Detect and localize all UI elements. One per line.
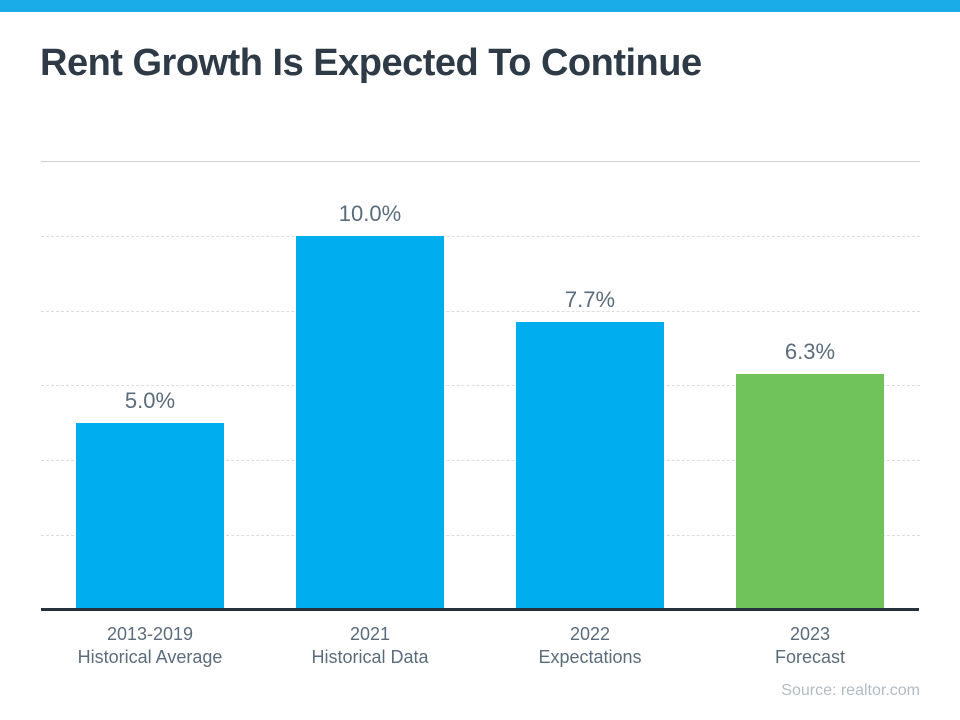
bar-2013-2019 — [76, 422, 224, 610]
bar-value-label: 6.3% — [784, 339, 836, 365]
x-axis-category-line: 2022 — [569, 624, 611, 644]
x-axis-line — [41, 608, 919, 611]
gridline — [41, 535, 920, 537]
x-axis-category-label: 2022 Expectations — [480, 623, 700, 669]
x-axis-category-line: 2013-2019 — [106, 624, 194, 644]
top-accent-bar — [0, 0, 960, 12]
gridline — [41, 160, 920, 162]
x-axis-category-line: Forecast — [774, 647, 846, 667]
x-axis-category-line: Expectations — [538, 647, 642, 667]
source-note: Source: realtor.com — [781, 682, 920, 699]
x-axis-category-line: Historical Data — [311, 647, 429, 667]
bar-2023 — [736, 374, 884, 610]
gridline — [41, 310, 920, 312]
page-title: Rent Growth Is Expected To Continue — [40, 42, 702, 84]
x-axis-category-label: 2021 Historical Data — [260, 623, 480, 669]
bar-value-label: 10.0% — [338, 200, 402, 226]
bar-2021 — [296, 235, 444, 610]
x-axis-category-line: 2021 — [349, 624, 391, 644]
x-axis-category-line: 2023 — [789, 624, 831, 644]
bar-value-label: 5.0% — [124, 387, 176, 413]
x-axis-category-label: 2023 Forecast — [700, 623, 920, 669]
gridline — [41, 460, 920, 462]
bar-value-label: 7.7% — [564, 286, 616, 312]
gridline — [41, 385, 920, 387]
x-axis-category-line: Historical Average — [77, 647, 223, 667]
bar-2022 — [516, 321, 664, 610]
gridline — [41, 235, 920, 237]
x-axis-category-label: 2013-2019 Historical Average — [40, 623, 260, 669]
